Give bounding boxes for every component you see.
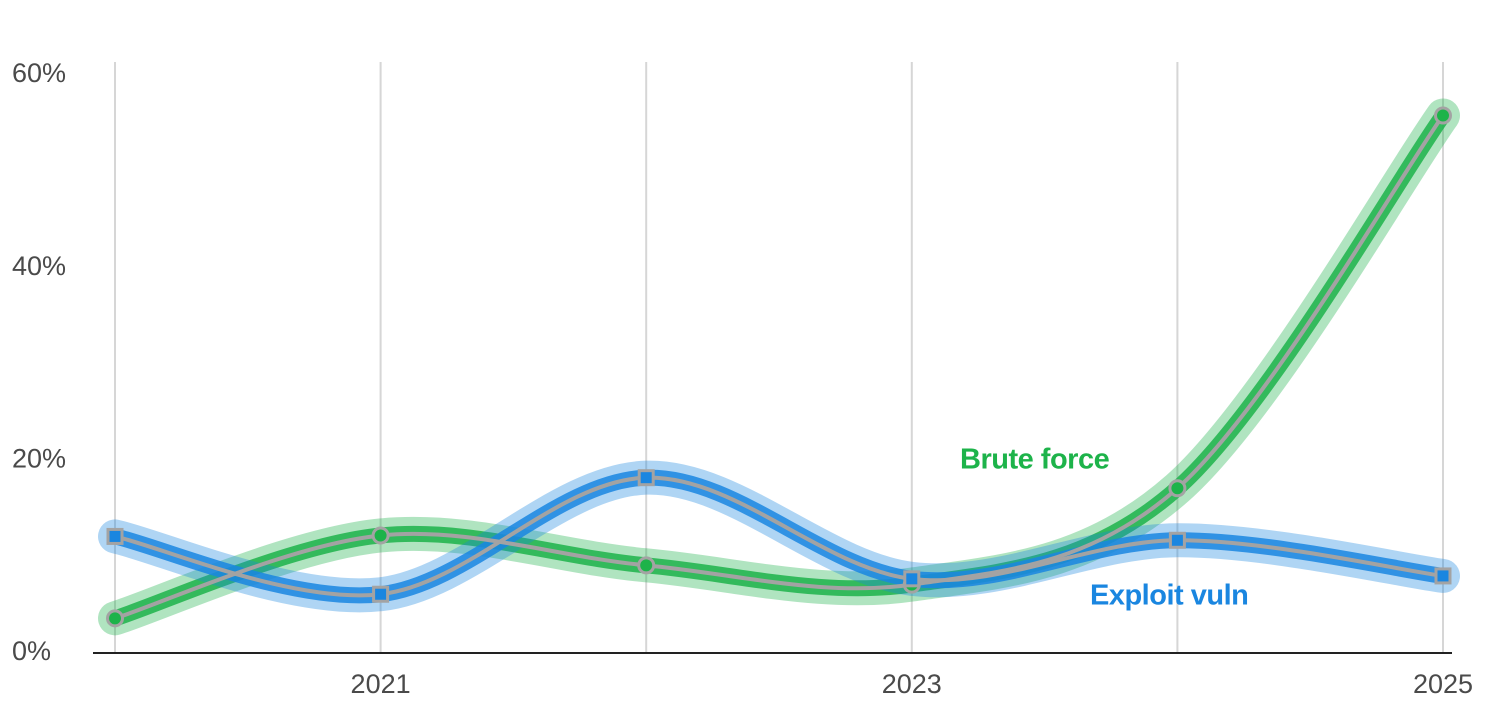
series-label: Brute force — [960, 444, 1110, 476]
marker — [372, 585, 390, 603]
series-line — [114, 114, 1445, 621]
marker — [1434, 106, 1452, 125]
x-tick-label: 2023 — [882, 669, 942, 699]
marker — [1168, 531, 1186, 549]
y-tick-label: 40% — [12, 251, 66, 281]
marker — [106, 609, 124, 628]
y-tick-label: 60% — [12, 58, 66, 88]
x-tick-label: 2021 — [351, 669, 411, 699]
x-tick-label: 2025 — [1413, 669, 1473, 699]
marker — [1434, 567, 1452, 585]
marker — [637, 469, 655, 487]
y-tick-label: 0% — [12, 636, 51, 666]
y-tick-label: 20% — [12, 443, 66, 473]
marker — [1168, 479, 1187, 498]
marker — [371, 526, 390, 545]
marker — [106, 527, 124, 545]
series-label: Exploit vuln — [1090, 580, 1248, 612]
series-line — [114, 475, 1444, 598]
marker — [637, 556, 656, 575]
marker — [903, 570, 921, 588]
